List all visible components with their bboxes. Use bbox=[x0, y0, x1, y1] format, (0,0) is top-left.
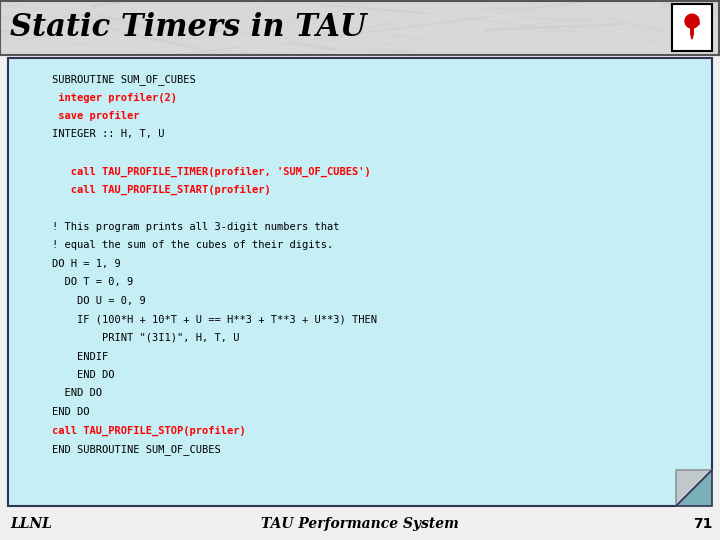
Text: DO T = 0, 9: DO T = 0, 9 bbox=[52, 278, 133, 287]
Text: INTEGER :: H, T, U: INTEGER :: H, T, U bbox=[52, 130, 164, 139]
Polygon shape bbox=[676, 470, 712, 506]
Text: LLNL: LLNL bbox=[10, 517, 52, 531]
Text: END SUBROUTINE SUM_OF_CUBES: END SUBROUTINE SUM_OF_CUBES bbox=[52, 444, 221, 455]
Text: SUBROUTINE SUM_OF_CUBES: SUBROUTINE SUM_OF_CUBES bbox=[52, 74, 196, 85]
Polygon shape bbox=[8, 58, 712, 506]
Text: ! This program prints all 3-digit numbers that: ! This program prints all 3-digit number… bbox=[52, 222, 340, 232]
Text: ENDIF: ENDIF bbox=[52, 352, 108, 361]
FancyArrow shape bbox=[690, 24, 693, 39]
Text: ! equal the sum of the cubes of their digits.: ! equal the sum of the cubes of their di… bbox=[52, 240, 333, 251]
Text: IF (100*H + 10*T + U == H**3 + T**3 + U**3) THEN: IF (100*H + 10*T + U == H**3 + T**3 + U*… bbox=[52, 314, 377, 325]
Text: TAU Performance System: TAU Performance System bbox=[261, 517, 459, 531]
Text: Static Timers in TAU: Static Timers in TAU bbox=[10, 12, 366, 43]
Circle shape bbox=[685, 14, 699, 28]
Text: integer profiler(2): integer profiler(2) bbox=[52, 92, 177, 103]
Polygon shape bbox=[676, 470, 712, 506]
Text: PRINT "(3I1)", H, T, U: PRINT "(3I1)", H, T, U bbox=[52, 333, 240, 343]
Text: call TAU_PROFILE_STOP(profiler): call TAU_PROFILE_STOP(profiler) bbox=[52, 426, 246, 436]
Text: END DO: END DO bbox=[52, 370, 114, 380]
Text: END DO: END DO bbox=[52, 407, 89, 417]
Text: DO U = 0, 9: DO U = 0, 9 bbox=[52, 296, 145, 306]
Text: DO H = 1, 9: DO H = 1, 9 bbox=[52, 259, 121, 269]
Text: 71: 71 bbox=[693, 517, 712, 531]
Text: END DO: END DO bbox=[52, 388, 102, 399]
Bar bbox=[0, 0, 720, 55]
Text: call TAU_PROFILE_START(profiler): call TAU_PROFILE_START(profiler) bbox=[52, 185, 271, 195]
Bar bbox=[672, 4, 712, 51]
Text: save profiler: save profiler bbox=[52, 111, 140, 121]
Text: call TAU_PROFILE_TIMER(profiler, 'SUM_OF_CUBES'): call TAU_PROFILE_TIMER(profiler, 'SUM_OF… bbox=[52, 166, 371, 177]
